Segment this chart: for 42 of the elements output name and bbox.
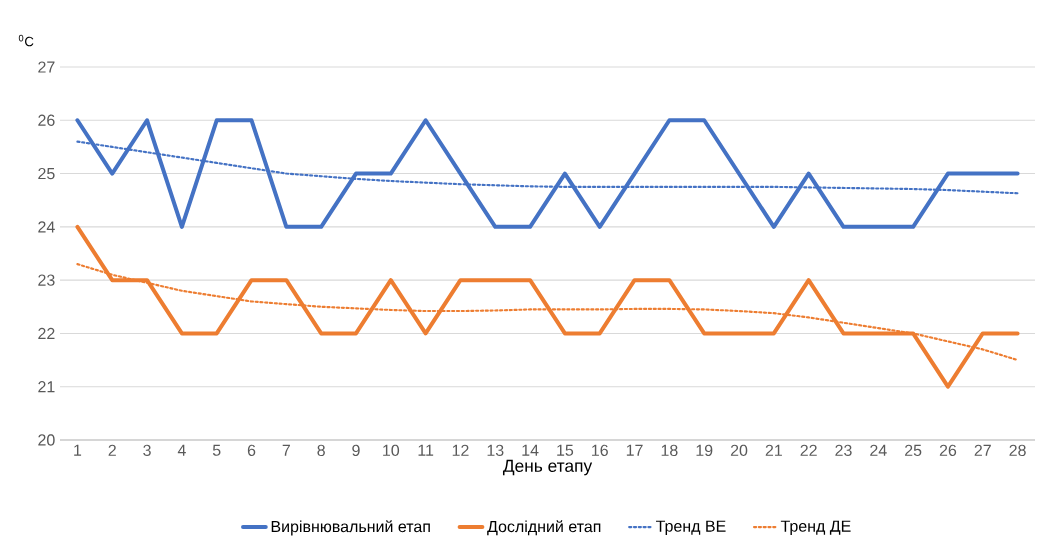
x-tick-label: 24: [870, 444, 887, 456]
legend-label: Тренд ДЕ: [780, 520, 851, 535]
x-tick-label: 28: [1009, 444, 1026, 457]
x-tick-label: 11: [418, 444, 434, 456]
y-tick-label: 27: [38, 61, 55, 73]
x-tick-label: 25: [905, 444, 922, 457]
x-axis-title: День етапу: [502, 459, 593, 476]
x-tick-label: 5: [212, 444, 221, 456]
x-tick-label: 20: [730, 444, 748, 457]
x-tick-label: 6: [247, 444, 256, 457]
x-tick-label: 19: [696, 444, 713, 457]
y-tick-label: 25: [38, 167, 55, 180]
x-tick-label: 27: [974, 444, 991, 456]
x-tick-label: 26: [939, 444, 957, 457]
y-tick-label: 24: [38, 221, 55, 233]
legend-label: Тренд ВЕ: [656, 520, 726, 535]
y-tick-label: 26: [38, 114, 55, 126]
legend-label: Вирівнювальний етап: [271, 520, 430, 536]
x-tick-label: 23: [835, 444, 852, 457]
x-tick-label: 16: [592, 444, 608, 457]
x-tick-label: 7: [282, 444, 290, 456]
x-tick-label: 15: [557, 444, 574, 456]
x-tick-label: 8: [317, 444, 325, 457]
x-tick-label: 2: [108, 444, 116, 456]
x-tick-label: 9: [352, 444, 360, 457]
x-tick-label: 12: [452, 444, 469, 456]
y-tick-label: 21: [38, 381, 55, 393]
x-tick-label: 4: [177, 444, 186, 456]
x-tick-label: 13: [487, 444, 504, 457]
y-tick-label: 23: [38, 274, 55, 286]
x-tick-label: 22: [800, 444, 817, 456]
x-tick-label: 10: [383, 444, 400, 457]
x-tick-label: 1: [74, 444, 82, 456]
y-tick-label: 20: [38, 434, 55, 446]
x-tick-label: 3: [143, 444, 151, 457]
x-tick-label: 21: [765, 444, 782, 456]
y-axis-title: $^{0}$C: [18, 34, 34, 47]
x-tick-label: 17: [626, 444, 643, 456]
y-tick-label: 22: [38, 327, 55, 339]
legend-label: Дослідний етап: [487, 520, 601, 536]
x-tick-label: 14: [522, 444, 539, 456]
x-tick-label: 18: [661, 444, 678, 457]
